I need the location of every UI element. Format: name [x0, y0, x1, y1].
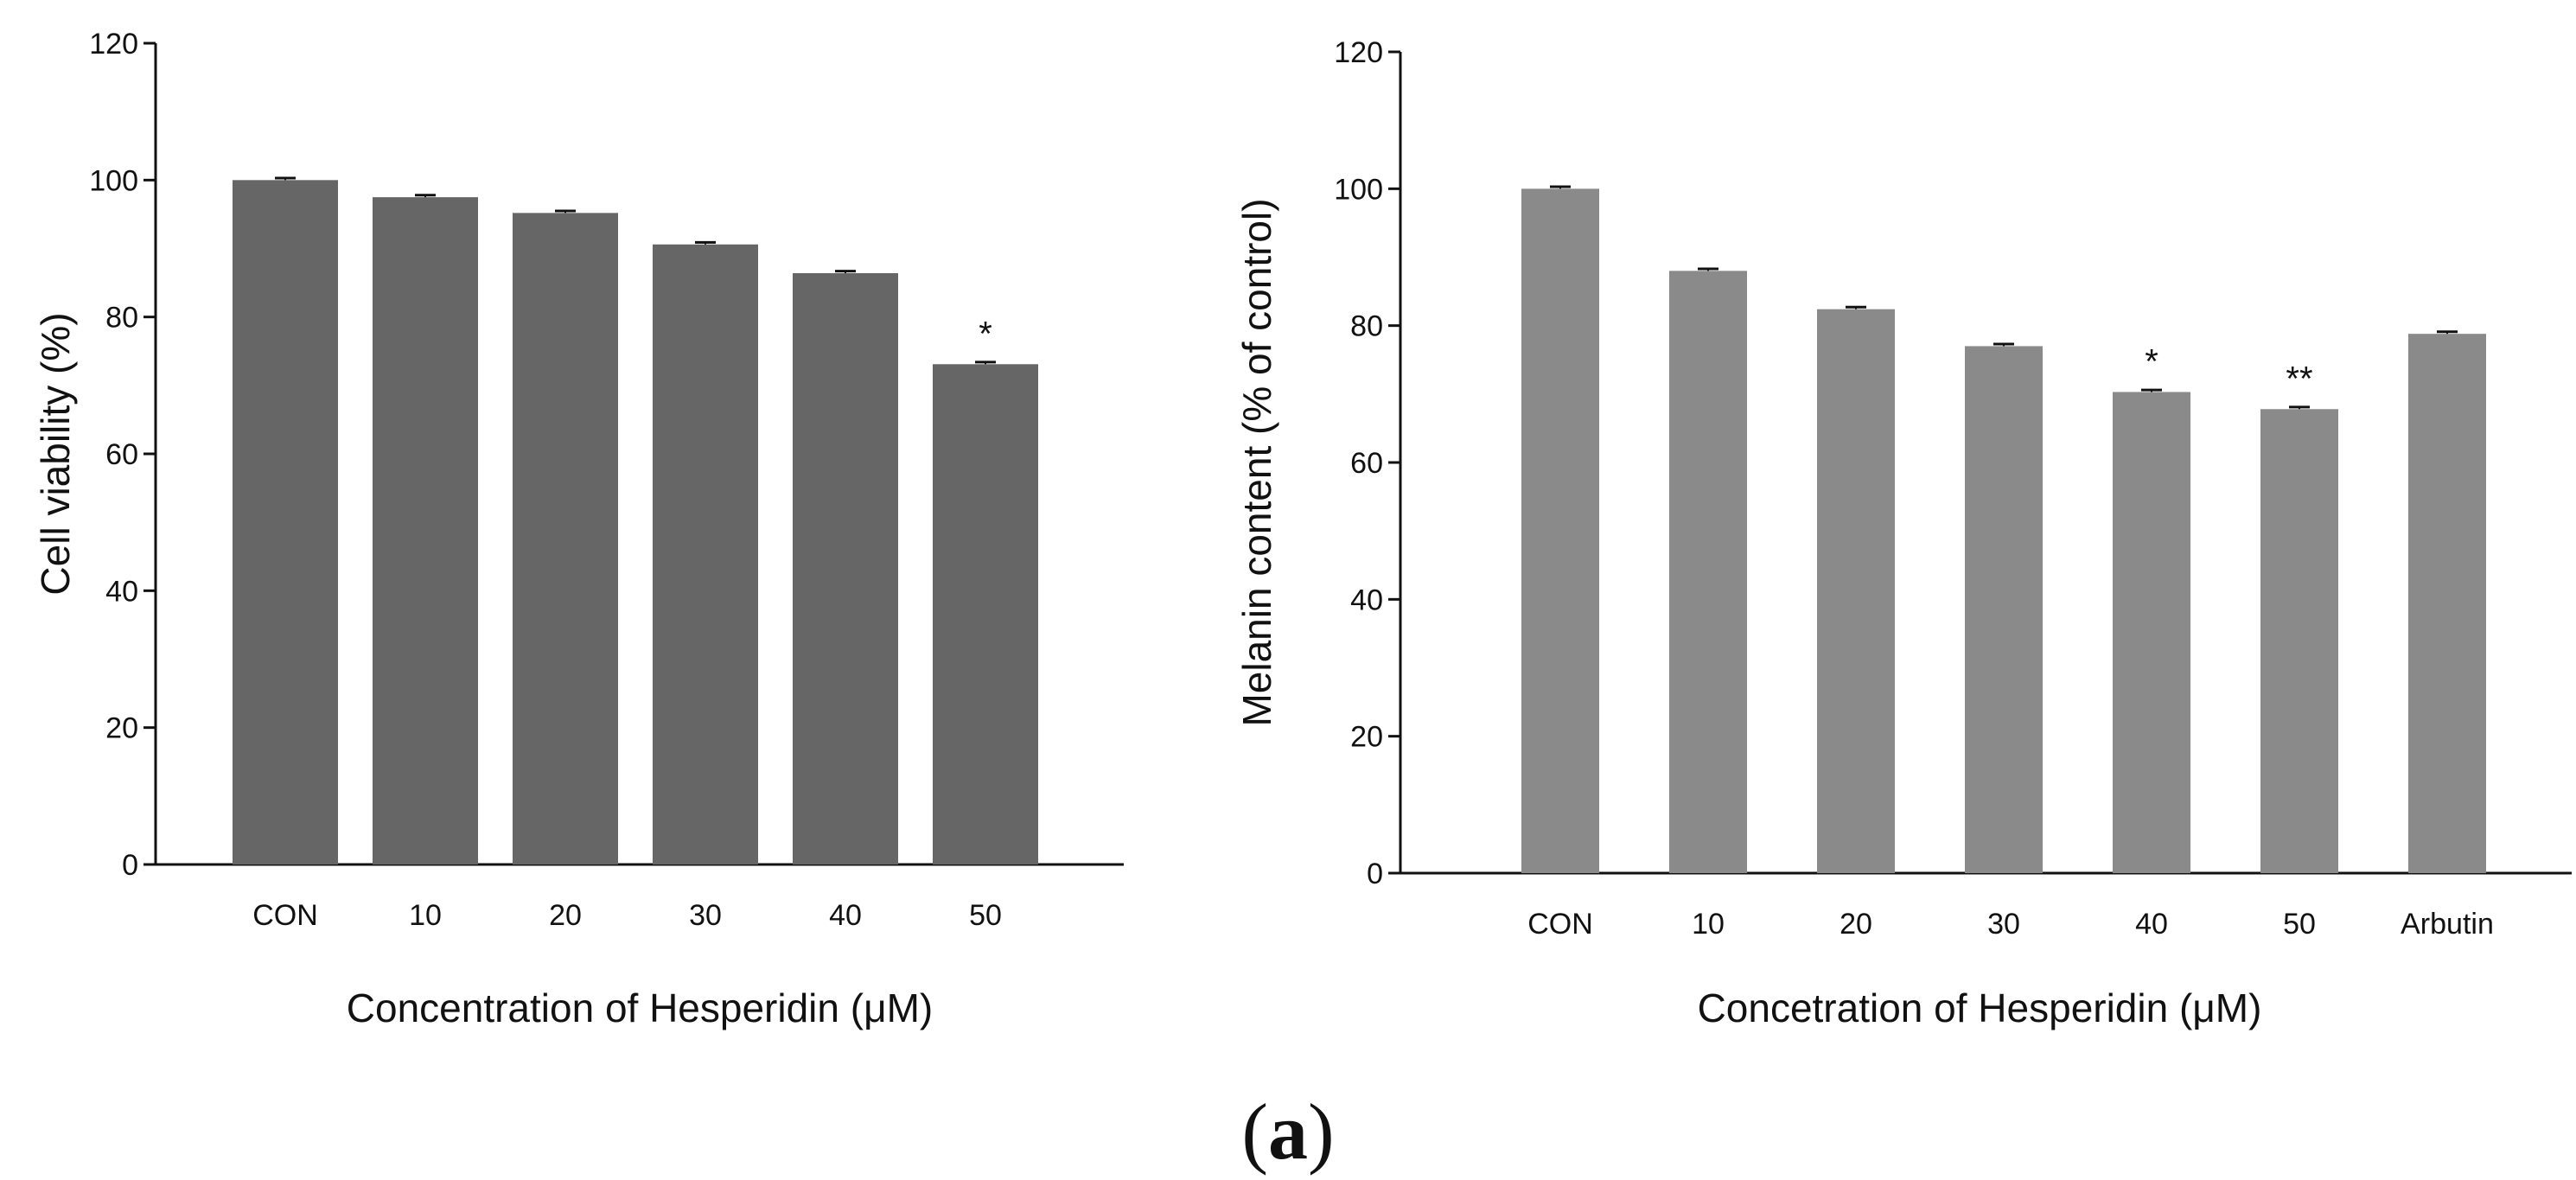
- y-tick-label: 60: [1350, 447, 1383, 480]
- x-tick-label: CON: [252, 899, 318, 932]
- significance-marker: *: [2145, 342, 2158, 380]
- bar: [1521, 188, 1599, 874]
- bar: [1817, 309, 1895, 874]
- x-tick-label: Arbutin: [2401, 908, 2494, 941]
- x-tick-label: 10: [409, 899, 442, 932]
- y-axis-title: Melanin content (% of control): [1234, 198, 1279, 726]
- x-tick-label: 10: [1692, 908, 1725, 941]
- bar: [373, 197, 478, 864]
- y-tick-label: 0: [1367, 858, 1383, 890]
- panel-caption: (a): [1241, 1088, 1334, 1176]
- x-axis-title: Concentration of Hesperidin (μM): [347, 985, 933, 1030]
- y-tick-label: 0: [122, 849, 138, 882]
- y-tick-label: 60: [105, 438, 138, 471]
- y-tick-label: 120: [1334, 36, 1383, 69]
- significance-marker: *: [979, 315, 992, 353]
- caption-close-paren: ): [1308, 1088, 1335, 1176]
- x-tick-label: CON: [1527, 908, 1593, 941]
- x-tick-label: 40: [829, 899, 862, 932]
- y-tick-label: 100: [1334, 173, 1383, 206]
- y-tick-label: 100: [89, 164, 138, 197]
- x-tick-label: 20: [1840, 908, 1872, 941]
- bar-group: [233, 176, 1038, 865]
- y-tick-label: 20: [105, 712, 138, 745]
- x-tick-label: 30: [1987, 908, 2020, 941]
- bar: [2113, 392, 2190, 873]
- x-tick-label: 30: [689, 899, 722, 932]
- bar: [933, 364, 1038, 865]
- y-tick-label: 80: [1350, 310, 1383, 343]
- x-tick-label: 50: [969, 899, 1002, 932]
- x-tick-label: 50: [2283, 908, 2316, 941]
- melanin-content-chart: Concetration of Hesperidin (μM) Melanin …: [1234, 36, 2572, 1030]
- bar: [2408, 334, 2486, 874]
- bar: [513, 213, 618, 865]
- significance-marker: **: [2286, 360, 2312, 398]
- bar: [2260, 409, 2338, 873]
- x-tick-label: 40: [2135, 908, 2168, 941]
- bar-group: [1521, 185, 2486, 874]
- y-tick-label: 20: [1350, 721, 1383, 754]
- y-tick-label: 40: [105, 575, 138, 608]
- caption-label: a: [1268, 1088, 1308, 1176]
- bar: [233, 180, 338, 865]
- x-axis-title: Concetration of Hesperidin (μM): [1698, 985, 2262, 1030]
- bar: [793, 273, 898, 864]
- caption-open-paren: (: [1241, 1088, 1268, 1176]
- y-axis-title: Cell viability (%): [33, 312, 78, 595]
- bar: [653, 244, 758, 864]
- bar: [1669, 271, 1747, 873]
- bar: [1965, 346, 2043, 874]
- y-tick-label: 80: [105, 302, 138, 335]
- cell-viability-chart: Concentration of Hesperidin (μM) Cell vi…: [33, 28, 1124, 1030]
- y-tick-label: 40: [1350, 584, 1383, 616]
- y-tick-label: 120: [89, 28, 138, 61]
- x-tick-label: 20: [549, 899, 582, 932]
